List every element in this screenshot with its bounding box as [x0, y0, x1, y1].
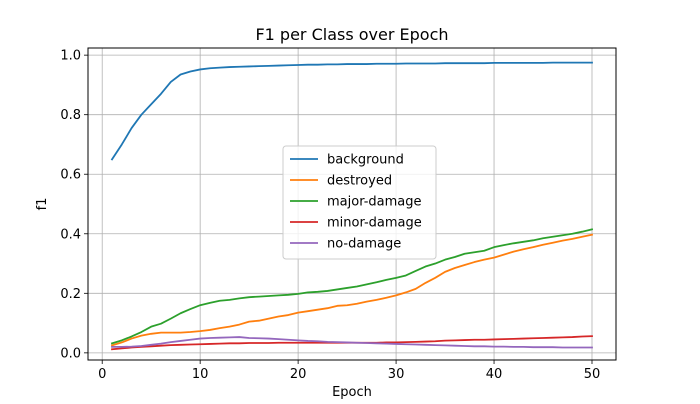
legend-label: major-damage	[327, 195, 422, 210]
series-line-no-damage	[111, 336, 593, 349]
y-tick-label: 0.4	[60, 227, 81, 242]
x-tick-label: 10	[192, 367, 209, 382]
x-tick-label: 40	[486, 367, 503, 382]
legend-label: background	[327, 153, 404, 168]
series-line-major-damage	[110, 228, 594, 345]
y-tick-label: 0.6	[60, 168, 81, 183]
x-tick-label: 0	[98, 367, 106, 382]
legend-label: no-damage	[327, 237, 401, 252]
series-lines	[110, 61, 594, 351]
y-tick-label: 0.8	[60, 108, 81, 123]
legend-label: destroyed	[327, 174, 392, 189]
y-tick-label: 0.2	[60, 287, 81, 302]
series-line-background	[110, 61, 593, 161]
y-tick-label: 0.0	[60, 346, 81, 361]
plot-frame	[87, 47, 617, 361]
x-axis-label: Epoch	[332, 385, 372, 400]
x-tick-label: 30	[388, 367, 405, 382]
x-tick-label: 50	[584, 367, 601, 382]
axis-ticks: 0 10 20 30 40 50 0.0 0.2 0.4 0.6 0.8 1.0	[60, 49, 600, 382]
y-tick-label: 1.0	[60, 49, 81, 64]
legend-label: minor-damage	[327, 216, 422, 231]
legend: background destroyed major-damage minor-dam…	[282, 145, 437, 260]
x-tick-label: 20	[290, 367, 307, 382]
series-line-destroyed	[110, 233, 594, 347]
chart-title: F1 per Class over Epoch	[255, 25, 448, 44]
y-axis-label: f1	[35, 198, 50, 211]
legend-box	[282, 145, 437, 260]
